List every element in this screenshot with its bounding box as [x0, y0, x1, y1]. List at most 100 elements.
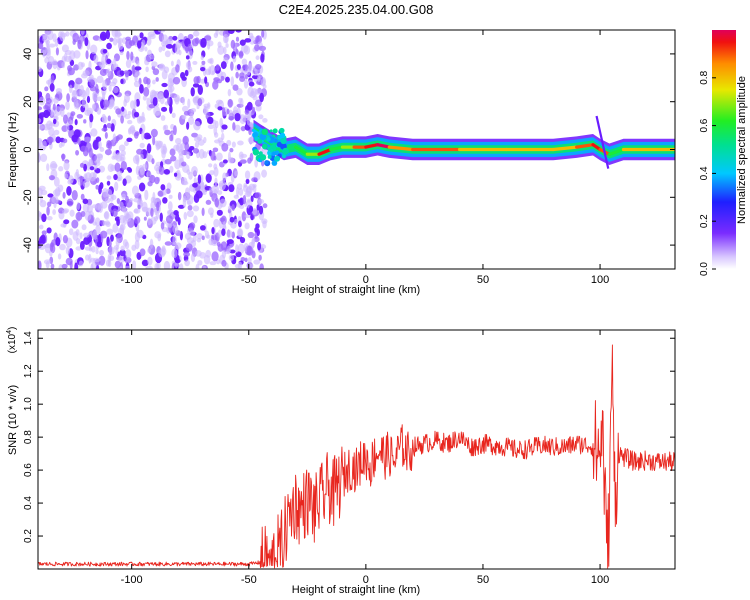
noise-speckle [89, 85, 97, 92]
noise-speckle [114, 181, 119, 192]
noise-speckle [199, 225, 206, 231]
noise-speckle [82, 203, 90, 213]
noise-speckle [53, 176, 60, 187]
noise-speckle [171, 248, 178, 259]
noise-speckle [85, 50, 89, 60]
noise-speckle [68, 55, 72, 62]
ridge-blob [279, 127, 285, 134]
noise-speckle [228, 116, 235, 121]
noise-speckle [84, 210, 92, 221]
snr-scale-label: (x104) [6, 327, 18, 354]
noise-speckle [120, 115, 124, 124]
noise-speckle [110, 123, 115, 132]
noise-speckle [166, 182, 172, 191]
noise-speckle [246, 245, 253, 256]
noise-speckle [152, 191, 156, 203]
y-tick-label: -20 [22, 189, 34, 205]
noise-speckle [143, 86, 150, 97]
noise-speckle [201, 207, 205, 217]
noise-speckle [124, 113, 131, 120]
noise-speckle [181, 161, 187, 167]
noise-speckle [95, 249, 99, 255]
noise-speckle [38, 66, 42, 73]
noise-speckle [259, 92, 264, 103]
noise-speckle [101, 91, 106, 100]
noise-speckle [65, 246, 71, 255]
ridge-blob [264, 160, 269, 165]
noise-speckle [96, 75, 104, 84]
noise-speckle [71, 219, 79, 229]
noise-speckle [262, 220, 267, 229]
noise-speckle [52, 209, 56, 215]
noise-speckle [156, 201, 160, 212]
noise-speckle [244, 170, 251, 180]
spectrogram-x-label: Height of straight line (km) [292, 284, 420, 296]
noise-speckle [114, 260, 121, 269]
noise-speckle [128, 126, 136, 134]
noise-speckle [120, 245, 125, 252]
noise-speckle [93, 54, 99, 64]
noise-speckle [196, 237, 202, 243]
noise-speckle [133, 80, 140, 88]
noise-speckle [251, 250, 256, 259]
noise-speckle [207, 124, 215, 130]
noise-speckle [161, 69, 168, 80]
ridge-segment [375, 143, 391, 149]
noise-speckle [120, 150, 126, 157]
noise-speckle [105, 188, 113, 198]
noise-speckle [66, 198, 74, 207]
y-tick-label: 1.2 [23, 364, 34, 378]
noise-speckle [151, 61, 158, 68]
noise-speckle [172, 76, 181, 85]
noise-speckle [38, 112, 47, 118]
noise-speckle [147, 256, 153, 266]
noise-speckle [81, 97, 86, 108]
noise-speckle [235, 36, 240, 42]
snr-y-label: SNR (10 * v/v) [7, 385, 19, 455]
noise-speckle [192, 96, 199, 104]
noise-speckle [229, 249, 236, 254]
noise-speckle [53, 97, 59, 104]
noise-speckle [175, 242, 182, 250]
noise-speckle [201, 235, 205, 241]
noise-speckle [75, 77, 83, 85]
noise-speckle [177, 217, 181, 226]
noise-speckle [254, 99, 262, 107]
noise-speckle [52, 118, 57, 125]
noise-speckle [49, 242, 54, 252]
noise-speckle [248, 122, 255, 128]
noise-speckle [109, 97, 115, 106]
noise-speckle [116, 218, 120, 227]
noise-speckle [170, 60, 174, 67]
noise-speckle [182, 115, 187, 120]
noise-speckle [49, 83, 55, 92]
noise-speckle [195, 263, 200, 269]
y-tick-label: 1.0 [23, 397, 34, 411]
noise-speckle [146, 36, 152, 46]
noise-speckle [127, 110, 132, 115]
noise-speckle [134, 216, 141, 224]
ridge-segment [329, 145, 345, 152]
noise-speckle [221, 124, 228, 130]
noise-speckle [137, 204, 141, 210]
noise-speckle [112, 77, 118, 85]
noise-speckle [239, 39, 246, 46]
noise-speckle [213, 163, 218, 170]
noise-speckle [41, 213, 47, 223]
noise-speckle [203, 254, 211, 265]
noise-speckle [197, 84, 203, 96]
colorbar-tick-label: 0.0 [699, 262, 710, 276]
noise-speckle [169, 104, 173, 114]
noise-speckle [74, 262, 79, 269]
noise-speckle [181, 76, 187, 81]
colorbar-label: Normalized spectral amplitude [736, 76, 748, 224]
noise-speckle [187, 116, 195, 125]
noise-speckle [139, 83, 144, 94]
noise-speckle [54, 106, 62, 116]
noise-speckle [192, 148, 200, 154]
noise-speckle [123, 98, 127, 107]
noise-speckle [151, 158, 155, 165]
noise-speckle [68, 84, 73, 94]
noise-speckle [90, 128, 98, 137]
noise-speckle [107, 253, 112, 263]
